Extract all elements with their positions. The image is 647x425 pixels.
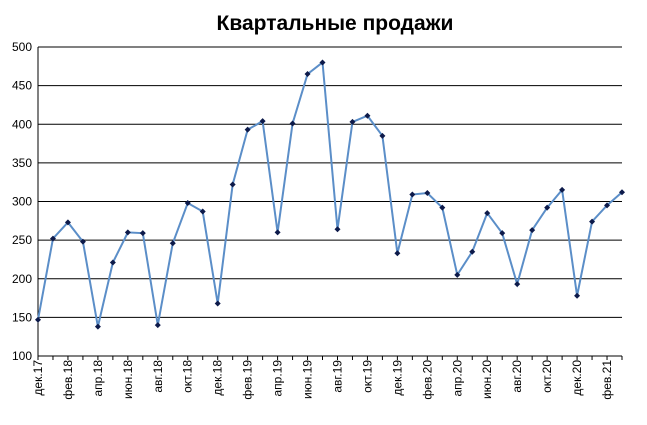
y-tick-label: 350: [12, 156, 32, 170]
x-tick-label: фев.19: [241, 360, 255, 400]
x-tick-label: дек.17: [31, 360, 45, 396]
point: [499, 230, 506, 237]
x-tick-label: авг.18: [151, 360, 165, 393]
y-tick-label: 400: [12, 117, 32, 131]
point: [94, 323, 101, 330]
point: [35, 316, 41, 323]
point: [154, 322, 161, 329]
x-tick-label: окт.19: [360, 360, 374, 393]
x-tick-label: апр.18: [91, 360, 105, 397]
point: [169, 240, 176, 247]
point: [604, 202, 611, 209]
y-tick-label: 100: [12, 349, 32, 363]
point: [64, 219, 71, 226]
point: [274, 229, 281, 236]
point: [454, 271, 461, 278]
point: [424, 190, 431, 197]
point: [214, 300, 221, 307]
x-tick-label: дек.20: [570, 360, 584, 396]
point: [109, 259, 116, 266]
point: [199, 208, 206, 215]
x-tick-label: дек.18: [211, 360, 225, 396]
chart-title: Квартальные продажи: [217, 12, 454, 35]
point: [484, 210, 491, 217]
x-tick-label: авг.19: [330, 360, 344, 393]
point: [529, 227, 536, 234]
x-tick-label: окт.18: [181, 360, 195, 393]
point: [589, 218, 596, 225]
point: [544, 204, 551, 211]
point: [379, 132, 386, 139]
series-line: [37, 60, 623, 327]
y-tick-label: 150: [12, 310, 32, 324]
point: [514, 281, 521, 288]
x-tick-label: дек.19: [390, 360, 404, 396]
point: [139, 230, 146, 237]
point: [574, 292, 581, 299]
point: [559, 186, 566, 193]
point: [244, 126, 251, 133]
point: [259, 118, 266, 125]
x-tick-label: окт.20: [540, 360, 554, 393]
point: [439, 204, 446, 211]
x-tick-label: апр.19: [271, 360, 285, 397]
x-tick-label: фев.20: [420, 360, 434, 400]
point: [229, 181, 236, 188]
point: [394, 250, 401, 257]
point: [49, 235, 56, 242]
point: [184, 200, 191, 207]
point: [289, 120, 296, 127]
x-tick-label: апр.20: [450, 360, 464, 397]
x-tick-label: июн.20: [480, 360, 494, 399]
y-tick-label: 450: [12, 79, 32, 93]
x-tick-label: авг.20: [510, 360, 524, 393]
point: [619, 189, 625, 196]
point: [319, 59, 326, 66]
point: [349, 118, 356, 125]
point: [409, 191, 416, 198]
point: [124, 229, 131, 236]
y-tick-label: 250: [12, 233, 32, 247]
point: [469, 248, 476, 255]
point: [304, 71, 311, 78]
y-tick-label: 500: [12, 40, 32, 54]
y-tick-label: 200: [12, 272, 32, 286]
point: [334, 226, 341, 233]
y-tick-label: 300: [12, 195, 32, 209]
x-tick-label: июн.19: [301, 360, 315, 399]
point: [364, 112, 371, 119]
point: [79, 238, 86, 245]
x-tick-label: фев.21: [600, 360, 614, 400]
x-tick-label: фев.18: [61, 360, 75, 400]
x-tick-label: июн.18: [121, 360, 135, 399]
